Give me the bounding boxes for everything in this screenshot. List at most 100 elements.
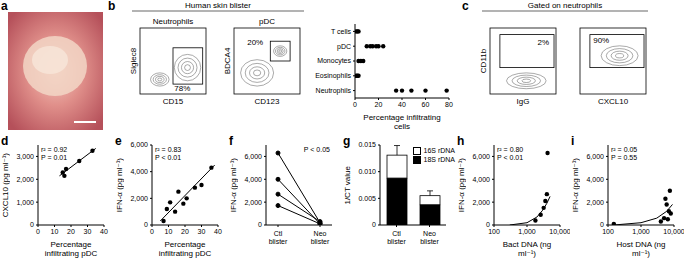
svg-text:1,000: 1,000 xyxy=(632,228,650,235)
svg-text:0: 0 xyxy=(372,221,376,228)
svg-text:3,000: 3,000 xyxy=(16,153,34,160)
svg-text:0: 0 xyxy=(258,221,262,228)
svg-text:CD11b: CD11b xyxy=(479,48,488,73)
svg-text:2,000: 2,000 xyxy=(130,195,148,202)
svg-text:Human skin blister: Human skin blister xyxy=(185,1,251,10)
svg-text:20: 20 xyxy=(181,228,189,235)
svg-text:a: a xyxy=(1,0,8,13)
html-text:Percentage infiltrating pDC: Percentage infiltrating pDC xyxy=(158,240,212,258)
html-text:g: g xyxy=(343,134,351,148)
html-text:IFN-α (pg ml⁻¹): IFN-α (pg ml⁻¹) xyxy=(571,157,580,213)
svg-text:10,000: 10,000 xyxy=(549,228,570,235)
html-text:P = 0.55: P = 0.55 xyxy=(611,154,638,161)
html-text:CXCL10 (pg ml⁻¹): CXCL10 (pg ml⁻¹) xyxy=(1,152,10,218)
html-text:16S rDNA: 16S rDNA xyxy=(423,147,455,154)
svg-text:1,000: 1,000 xyxy=(518,228,536,235)
svg-text:30: 30 xyxy=(198,228,206,235)
svg-text:0.005: 0.005 xyxy=(358,195,376,202)
html-text:IFN-α (pg ml⁻¹): IFN-α (pg ml⁻¹) xyxy=(115,157,124,213)
html-text:P < 0.01: P < 0.01 xyxy=(497,154,524,161)
svg-text:6,000: 6,000 xyxy=(244,153,262,160)
svg-text:10,000: 10,000 xyxy=(663,228,684,235)
svg-text:IgG: IgG xyxy=(517,97,530,106)
svg-text:90%: 90% xyxy=(593,36,609,45)
svg-text:0: 0 xyxy=(144,221,148,228)
svg-text:2%: 2% xyxy=(538,38,550,47)
svg-text:4,000: 4,000 xyxy=(130,168,148,175)
svg-text:Neutrophils: Neutrophils xyxy=(153,17,193,26)
svg-text:1,000: 1,000 xyxy=(16,199,34,206)
svg-text:pDC: pDC xyxy=(337,43,351,51)
html-text:P = 0.01: P = 0.01 xyxy=(41,154,68,161)
svg-text:2,000: 2,000 xyxy=(586,199,604,206)
html-text:r² = 0.05: r² = 0.05 xyxy=(611,146,638,153)
svg-text:100: 100 xyxy=(602,228,614,235)
svg-text:78%: 78% xyxy=(174,84,190,93)
html-text:h: h xyxy=(457,134,465,148)
svg-text:Ctlblister: Ctlblister xyxy=(387,230,406,245)
svg-text:80: 80 xyxy=(445,101,453,108)
svg-text:Eosinophils: Eosinophils xyxy=(315,72,351,80)
svg-text:2,000: 2,000 xyxy=(16,176,34,183)
html-text:Host DNA (ng ml⁻¹): Host DNA (ng ml⁻¹) xyxy=(616,240,666,258)
svg-text:Neoblister: Neoblister xyxy=(311,230,330,245)
svg-text:0.015: 0.015 xyxy=(358,141,376,148)
html-text:P < 0.01: P < 0.01 xyxy=(155,154,182,161)
html-text:i: i xyxy=(571,134,575,148)
html-text:f: f xyxy=(229,134,233,148)
svg-text:CD123: CD123 xyxy=(255,97,280,106)
svg-text:2,000: 2,000 xyxy=(472,199,490,206)
svg-text:pDC: pDC xyxy=(259,17,275,26)
svg-text:Ctlblister: Ctlblister xyxy=(269,230,288,245)
svg-text:30: 30 xyxy=(84,228,92,235)
svg-text:0: 0 xyxy=(150,228,154,235)
html-text:r² = 0.83: r² = 0.83 xyxy=(155,146,182,153)
svg-text:4,000: 4,000 xyxy=(472,176,490,183)
html-text:r² = 0.92: r² = 0.92 xyxy=(41,146,68,153)
svg-text:20: 20 xyxy=(67,228,75,235)
svg-text:40: 40 xyxy=(214,228,222,235)
svg-text:6,000: 6,000 xyxy=(472,153,490,160)
html-text:IFN-α (pg ml⁻¹): IFN-α (pg ml⁻¹) xyxy=(457,157,466,213)
svg-text:0: 0 xyxy=(600,221,604,228)
html-text:Percentage infiltrating pDC: Percentage infiltrating pDC xyxy=(44,240,98,258)
svg-text:20: 20 xyxy=(375,101,383,108)
svg-text:40: 40 xyxy=(100,228,108,235)
html-text:1/CT value: 1/CT value xyxy=(343,165,352,205)
html-text:Percentage infiltrating cells: Percentage infiltrating cells xyxy=(363,113,441,131)
svg-text:CXCL10: CXCL10 xyxy=(598,97,629,106)
svg-text:0: 0 xyxy=(30,221,34,228)
svg-text:10: 10 xyxy=(51,228,59,235)
svg-text:Neutrophils: Neutrophils xyxy=(316,87,352,95)
svg-text:100: 100 xyxy=(488,228,500,235)
svg-text:T cells: T cells xyxy=(331,28,352,35)
svg-text:2,000: 2,000 xyxy=(244,199,262,206)
svg-text:c: c xyxy=(462,0,469,13)
svg-text:20%: 20% xyxy=(247,38,263,47)
svg-text:Monocytes: Monocytes xyxy=(317,57,351,65)
svg-text:Neoblister: Neoblister xyxy=(420,230,439,245)
html-text:IFN-α (pg ml⁻¹): IFN-α (pg ml⁻¹) xyxy=(229,157,238,213)
svg-text:4,000: 4,000 xyxy=(586,176,604,183)
html-text:d: d xyxy=(1,134,9,148)
svg-text:0: 0 xyxy=(353,101,357,108)
svg-text:Siglec8: Siglec8 xyxy=(129,47,138,74)
svg-text:b: b xyxy=(108,0,115,13)
svg-text:40: 40 xyxy=(398,101,406,108)
html-text:P < 0.05: P < 0.05 xyxy=(303,146,330,153)
svg-text:10: 10 xyxy=(165,228,173,235)
svg-text:CD15: CD15 xyxy=(163,97,184,106)
html-text:r² = 0.80: r² = 0.80 xyxy=(497,146,524,153)
html-text:Bact DNA (ng ml⁻¹): Bact DNA (ng ml⁻¹) xyxy=(502,240,552,258)
svg-text:0: 0 xyxy=(36,228,40,235)
html-text:e: e xyxy=(115,134,122,148)
svg-text:0: 0 xyxy=(486,221,490,228)
svg-text:6,000: 6,000 xyxy=(586,153,604,160)
svg-text:60: 60 xyxy=(422,101,430,108)
svg-text:0.010: 0.010 xyxy=(358,168,376,175)
svg-text:6,000: 6,000 xyxy=(130,141,148,148)
svg-text:BDCA4: BDCA4 xyxy=(223,47,232,74)
svg-text:4,000: 4,000 xyxy=(244,176,262,183)
html-text:18S rDNA: 18S rDNA xyxy=(423,156,455,163)
svg-text:Gated on neutrophils: Gated on neutrophils xyxy=(528,1,602,10)
